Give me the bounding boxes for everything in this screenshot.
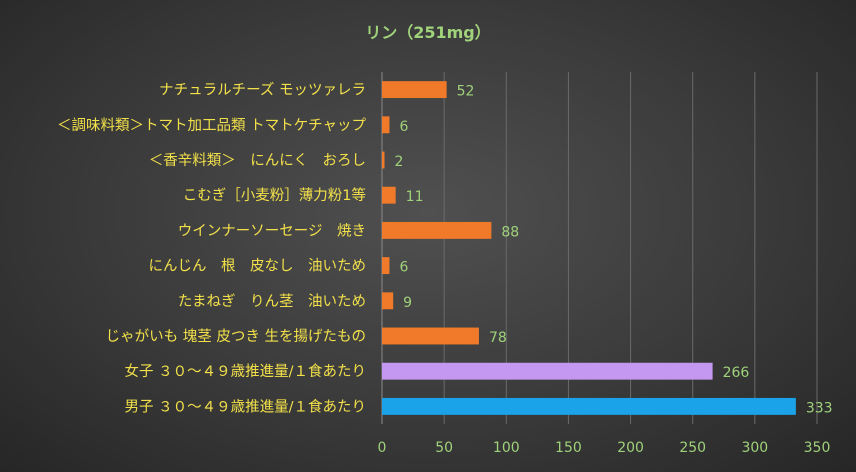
category-label: ＜調味料類＞トマト加工品類 トマトケチャップ <box>57 117 366 134</box>
x-tick-label: 50 <box>435 440 453 456</box>
bars <box>382 81 796 415</box>
data-label: 6 <box>399 119 408 135</box>
x-tick-label: 100 <box>493 440 520 456</box>
category-label: たまねぎ りん茎 油いため <box>178 293 366 310</box>
data-label: 9 <box>403 295 412 311</box>
category-label: こむぎ［小麦粉］薄力粉1等 <box>183 186 366 204</box>
data-label: 11 <box>406 189 424 205</box>
x-tick-label: 250 <box>679 440 706 456</box>
x-tick-label: 200 <box>617 440 644 456</box>
category-label: ＜香辛料類＞ にんにく おろし <box>149 152 366 169</box>
data-label: 78 <box>489 330 507 346</box>
bar <box>382 221 492 239</box>
gridlines <box>381 72 818 424</box>
category-label: ウインナーソーセージ 焼き <box>178 222 366 239</box>
bar <box>382 81 447 99</box>
data-label: 2 <box>394 154 403 170</box>
value-labels: 333 266 78 9 6 88 11 2 6 52 <box>394 84 832 417</box>
data-label: 266 <box>723 365 750 381</box>
x-tick-label: 150 <box>555 440 582 456</box>
bar <box>382 397 796 415</box>
bar <box>382 151 385 169</box>
data-label: 333 <box>806 400 833 416</box>
data-label: 88 <box>501 224 519 240</box>
bar <box>382 327 479 345</box>
bar <box>382 186 396 204</box>
category-label: ナチュラルチーズ モッツァレラ <box>159 82 366 99</box>
bar <box>382 257 390 275</box>
x-axis-ticks: 0 50 100 150 200 250 300 350 <box>378 440 831 456</box>
category-label: にんじん 根 皮なし 油いため <box>149 258 367 275</box>
data-label: 52 <box>457 84 475 100</box>
category-label: じゃがいも 塊茎 皮つき 生を揚げたもの <box>106 328 366 345</box>
data-label: 6 <box>399 260 408 276</box>
bar <box>382 292 394 310</box>
x-tick-label: 0 <box>378 440 387 456</box>
bar <box>382 116 390 134</box>
category-label: 男子 ３０～４９歳推進量/１食あたり <box>125 398 367 415</box>
category-label: 女子 ３０～４９歳推進量/１食あたり <box>125 362 367 380</box>
x-tick-label: 300 <box>741 440 768 456</box>
x-tick-label: 350 <box>804 440 831 456</box>
chart-title: リン（251mg） <box>365 23 491 42</box>
bar <box>382 362 713 380</box>
